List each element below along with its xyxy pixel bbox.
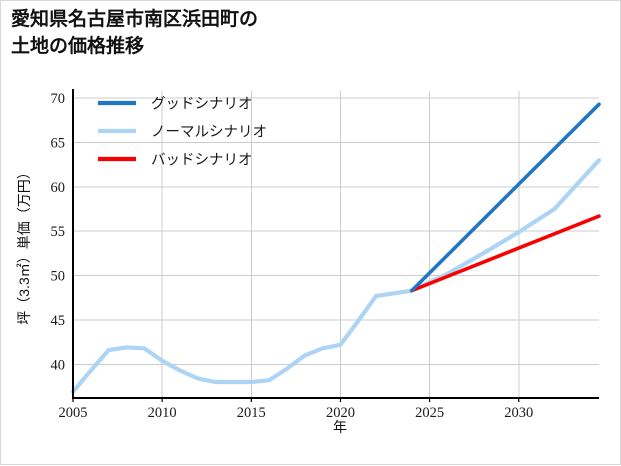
y-tick-label: 50: [51, 269, 66, 285]
y-tick-label: 60: [51, 180, 66, 196]
x-axis-tick-labels: 2005 2010 2015 2020 2025 2030: [59, 398, 533, 421]
y-tick-label: 40: [51, 357, 66, 373]
x-tick-label: 2010: [148, 405, 177, 421]
y-axis-tick-labels: 40 45 50 55 60 65 70: [51, 91, 66, 373]
y-tick-label: 55: [51, 224, 66, 240]
x-tick-label: 2025: [415, 405, 444, 421]
x-axis-label: 年: [333, 419, 347, 435]
legend-label-0: グッドシナリオ: [151, 96, 253, 113]
series-line-ノーマルシナリオ: [70, 158, 602, 394]
axis-spines: [71, 89, 599, 400]
series-line-バッドシナリオ: [409, 214, 601, 293]
y-tick-label: 70: [51, 91, 66, 107]
x-tick-label: 2005: [59, 405, 88, 421]
data-series-group: [70, 102, 602, 394]
legend-label-1: ノーマルシナリオ: [151, 125, 267, 141]
x-tick-label: 2030: [504, 405, 533, 421]
y-tick-label: 45: [51, 313, 66, 329]
x-tick-label: 2020: [326, 405, 355, 421]
chart-title: 愛知県名古屋市南区浜田町の 土地の価格推移: [11, 9, 259, 57]
legend-label-2: バッドシナリオ: [151, 153, 253, 169]
y-axis-label: 坪（3.3㎡）単価（万円）: [16, 165, 32, 324]
series-line-グッドシナリオ: [409, 102, 601, 293]
y-tick-label: 65: [51, 135, 66, 151]
x-tick-label: 2015: [237, 405, 266, 421]
